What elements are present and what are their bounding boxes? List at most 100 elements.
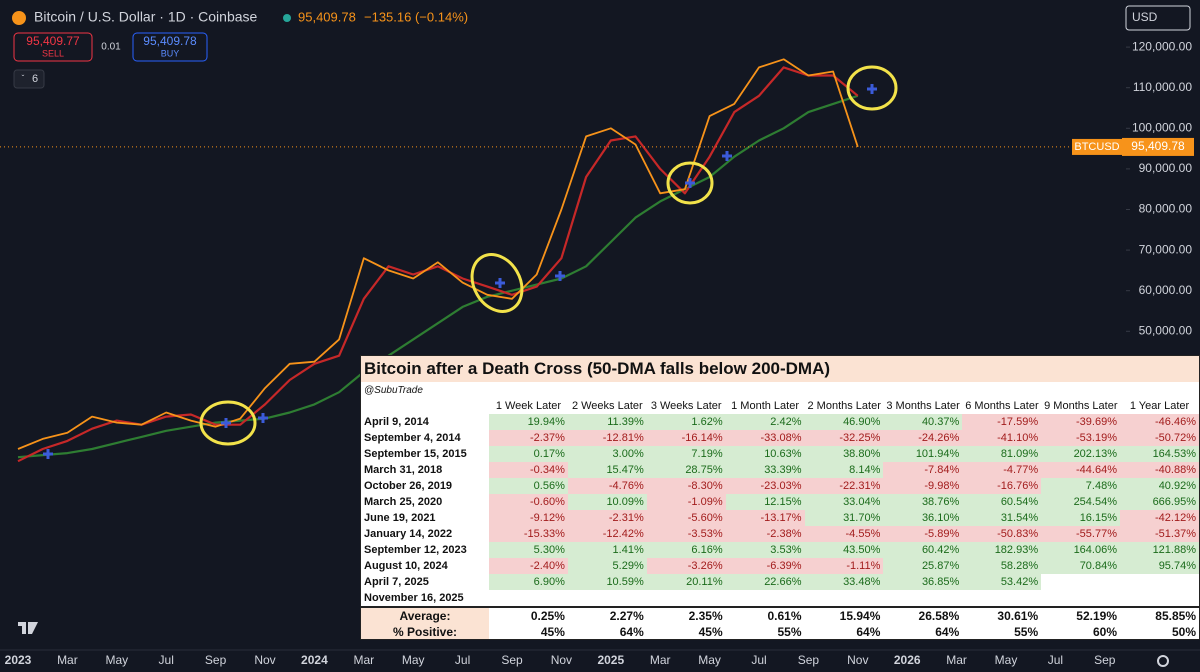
- x-tick-label: Mar: [650, 653, 671, 667]
- currency: USD: [1132, 10, 1158, 24]
- cell: 202.13%: [1041, 446, 1120, 462]
- row-date: August 10, 2024: [364, 560, 448, 572]
- cell: [568, 590, 647, 607]
- summary-cell: 64%: [619, 625, 644, 639]
- cell: 31.54%: [962, 510, 1042, 526]
- cell: -4.76%: [567, 478, 647, 494]
- cell: -9.12%: [489, 510, 568, 526]
- cell: 10.09%: [567, 494, 647, 510]
- cell: 10.63%: [725, 446, 805, 462]
- cell: 16.15%: [1041, 510, 1120, 526]
- credit-row: @SubuTrade: [361, 382, 1199, 398]
- column-header: 3 Months Later: [886, 400, 960, 412]
- table-title: Bitcoin after a Death Cross (50-DMA fall…: [361, 356, 1199, 382]
- cell: -16.14%: [646, 430, 726, 446]
- data-row: January 14, 2022 -15.33% -12.42% -3.53% -2.3…: [361, 526, 1199, 542]
- summary-cell: 26.58%: [883, 606, 963, 624]
- buy-button[interactable]: [132, 32, 208, 62]
- row-date: April 7, 2025: [364, 576, 429, 588]
- cell: 36.85%: [883, 574, 963, 590]
- summary-cell: 30.61%: [962, 606, 1042, 624]
- settings-icon[interactable]: [1157, 655, 1169, 667]
- results-table: Bitcoin after a Death Cross (50-DMA fall…: [360, 355, 1200, 640]
- cell: -42.12%: [1120, 510, 1199, 526]
- x-tick-label: Jul: [159, 653, 174, 667]
- cell: 70.84%: [1041, 558, 1120, 574]
- cell: -53.19%: [1041, 430, 1120, 446]
- data-row: March 25, 2020 -0.60% 10.09% -1.09% 12.15% 33…: [361, 494, 1199, 510]
- cell: -39.69%: [1041, 414, 1120, 430]
- cell: -50.72%: [1120, 430, 1199, 446]
- cell: 121.88%: [1120, 542, 1199, 558]
- data-row: March 31, 2018 -0.34% 15.47% 28.75% 33.39% 8.…: [361, 462, 1199, 478]
- indicators-count: 6: [32, 73, 38, 85]
- row-date: March 31, 2018: [364, 464, 443, 476]
- cell: -9.98%: [883, 478, 963, 494]
- cross: [43, 84, 877, 459]
- corner: [361, 398, 489, 414]
- cell: -51.37%: [1120, 526, 1199, 542]
- y-tick-label: 120,000.00: [1132, 39, 1192, 53]
- cell: 1.62%: [646, 414, 726, 430]
- cell: -23.03%: [725, 478, 805, 494]
- data-row: September 4, 2014 -2.37% -12.81% -16.14% -33…: [361, 430, 1199, 446]
- cell: 6.90%: [489, 574, 568, 590]
- x-tick-label: Sep: [205, 653, 227, 667]
- summary-row: Average: 0.25% 2.27% 2.35% 0.61% 15.94% 26.58%…: [361, 606, 1199, 624]
- currency-select[interactable]: [1125, 5, 1191, 31]
- title-row: Bitcoin after a Death Cross (50-DMA fall…: [361, 356, 1199, 382]
- indicators-toggle[interactable]: [13, 69, 45, 89]
- cell: -41.10%: [962, 430, 1042, 446]
- summary-cell: 45%: [540, 625, 565, 639]
- cell: 58.28%: [962, 558, 1042, 574]
- cell: [1120, 590, 1199, 607]
- x-tick-label: May: [698, 653, 721, 667]
- summary-cell: 2.35%: [646, 606, 726, 624]
- cell: [726, 590, 805, 607]
- row-date: March 25, 2020: [364, 496, 443, 508]
- cell: 182.93%: [962, 542, 1042, 558]
- sell-button[interactable]: [13, 32, 93, 62]
- cell: 15.47%: [567, 462, 647, 478]
- cell: -16.76%: [962, 478, 1042, 494]
- column-header: 2 Months Later: [807, 400, 881, 412]
- series-line: [17, 66, 859, 463]
- cell: 10.59%: [567, 574, 647, 590]
- cell: 2.42%: [725, 414, 805, 430]
- cell: 0.17%: [489, 446, 568, 462]
- cell: 7.48%: [1041, 478, 1120, 494]
- cell: [962, 590, 1041, 607]
- cell: -15.33%: [489, 526, 568, 542]
- x-tick-label: Jul: [455, 653, 470, 667]
- cell: -1.09%: [646, 494, 726, 510]
- cell: 95.74%: [1120, 558, 1199, 574]
- cross-markers: [43, 84, 877, 459]
- cell: 6.16%: [646, 542, 726, 558]
- cell: -7.84%: [883, 462, 963, 478]
- highlight-circle: [199, 400, 257, 446]
- summary-cell: 50%: [1171, 625, 1196, 639]
- y-tick-label: 90,000.00: [1139, 161, 1193, 175]
- summary-row: % Positive: 45% 64% 45% 55% 64% 64% 55% 60% 50%: [361, 624, 1199, 639]
- cell: -44.64%: [1041, 462, 1120, 478]
- cell: 3.00%: [567, 446, 647, 462]
- row-date: October 26, 2019: [364, 480, 453, 492]
- status-dot: [283, 14, 291, 22]
- table: Bitcoin after a Death Cross (50-DMA fall…: [361, 356, 1199, 639]
- cell: -50.83%: [962, 526, 1042, 542]
- cell: -40.88%: [1120, 462, 1199, 478]
- column-header: 1 Month Later: [731, 400, 799, 412]
- cell: -0.34%: [489, 462, 568, 478]
- x-tick-label: 2025: [597, 653, 624, 667]
- cell: 81.09%: [962, 446, 1042, 462]
- data-row: August 10, 2024 -2.40% 5.29% -3.26% -6.39% -1…: [361, 558, 1199, 574]
- cell: -12.81%: [567, 430, 647, 446]
- cell: 22.66%: [725, 574, 805, 590]
- buy-label: BUY: [161, 48, 180, 58]
- price-tag-text: 95,409.78: [1131, 139, 1185, 153]
- summary-cell: 45%: [698, 625, 723, 639]
- cell: 19.94%: [489, 414, 568, 430]
- sell-price: 95,409.77: [26, 34, 80, 48]
- cell: 46.90%: [804, 414, 884, 430]
